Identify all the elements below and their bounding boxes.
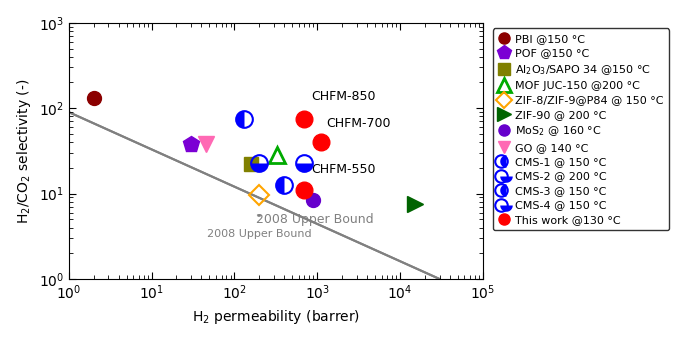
- Legend: PBI @150 °C, POF @150 °C, Al$_2$O$_3$/SAPO 34 @150 °C, MOF JUC-150 @200 °C, ZIF-: PBI @150 °C, POF @150 °C, Al$_2$O$_3$/SA…: [493, 28, 669, 231]
- Text: 2008 Upper Bound: 2008 Upper Bound: [207, 229, 312, 239]
- Text: 2008 Upper Bound: 2008 Upper Bound: [256, 213, 373, 226]
- X-axis label: H$_2$ permeability (barrer): H$_2$ permeability (barrer): [192, 308, 360, 326]
- Text: CHFM-550: CHFM-550: [312, 163, 376, 176]
- Text: CHFM-850: CHFM-850: [312, 90, 376, 103]
- Y-axis label: H$_2$/CO$_2$ selectivity (-): H$_2$/CO$_2$ selectivity (-): [15, 78, 33, 224]
- Text: CHFM-700: CHFM-700: [327, 117, 391, 130]
